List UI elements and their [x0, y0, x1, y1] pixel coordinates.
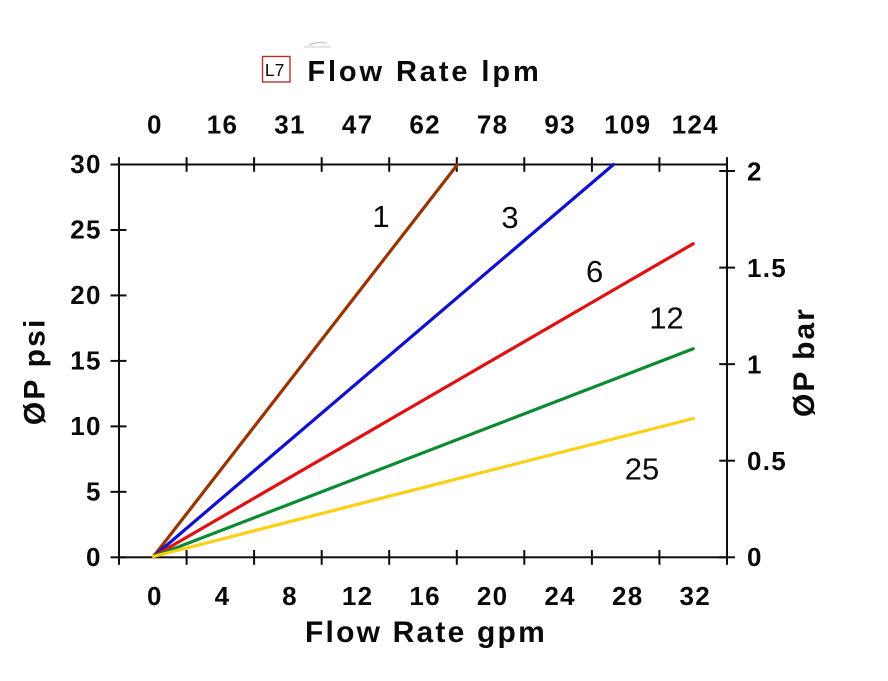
svg-text:0.5: 0.5	[747, 446, 787, 476]
svg-text:12: 12	[342, 581, 374, 611]
svg-text:32: 32	[680, 581, 712, 611]
svg-text:L7: L7	[265, 60, 284, 80]
svg-text:ØP bar: ØP bar	[788, 307, 821, 417]
svg-text:25: 25	[70, 215, 102, 245]
svg-text:ØP psi: ØP psi	[19, 317, 52, 425]
svg-text:Flow Rate gpm: Flow Rate gpm	[305, 616, 547, 649]
svg-text:0: 0	[86, 542, 102, 572]
svg-text:31: 31	[274, 109, 306, 139]
svg-text:124: 124	[672, 109, 719, 139]
svg-text:10: 10	[70, 411, 102, 441]
svg-text:30: 30	[70, 149, 102, 179]
svg-text:16: 16	[207, 109, 239, 139]
svg-text:2: 2	[747, 157, 763, 187]
svg-text:78: 78	[477, 109, 509, 139]
svg-text:Flow Rate lpm: Flow Rate lpm	[307, 56, 541, 88]
svg-text:0: 0	[147, 109, 163, 139]
svg-text:20: 20	[477, 581, 509, 611]
svg-text:6: 6	[586, 254, 603, 289]
svg-text:8: 8	[282, 581, 298, 611]
svg-text:15: 15	[70, 345, 102, 375]
svg-text:1: 1	[747, 350, 763, 380]
svg-text:5: 5	[86, 476, 102, 506]
svg-text:3: 3	[501, 200, 518, 235]
svg-text:0: 0	[747, 542, 763, 572]
svg-text:4: 4	[215, 581, 231, 611]
svg-text:62: 62	[409, 109, 441, 139]
svg-text:20: 20	[70, 280, 102, 310]
svg-text:93: 93	[544, 109, 576, 139]
svg-text:1: 1	[372, 199, 389, 234]
svg-text:24: 24	[544, 581, 576, 611]
svg-text:1.5: 1.5	[747, 253, 787, 283]
svg-text:28: 28	[612, 581, 644, 611]
svg-text:16: 16	[409, 581, 441, 611]
svg-text:47: 47	[342, 109, 374, 139]
svg-text:12: 12	[649, 300, 683, 335]
svg-text:25: 25	[625, 451, 659, 486]
svg-text:109: 109	[604, 109, 651, 139]
svg-text:0: 0	[147, 581, 163, 611]
